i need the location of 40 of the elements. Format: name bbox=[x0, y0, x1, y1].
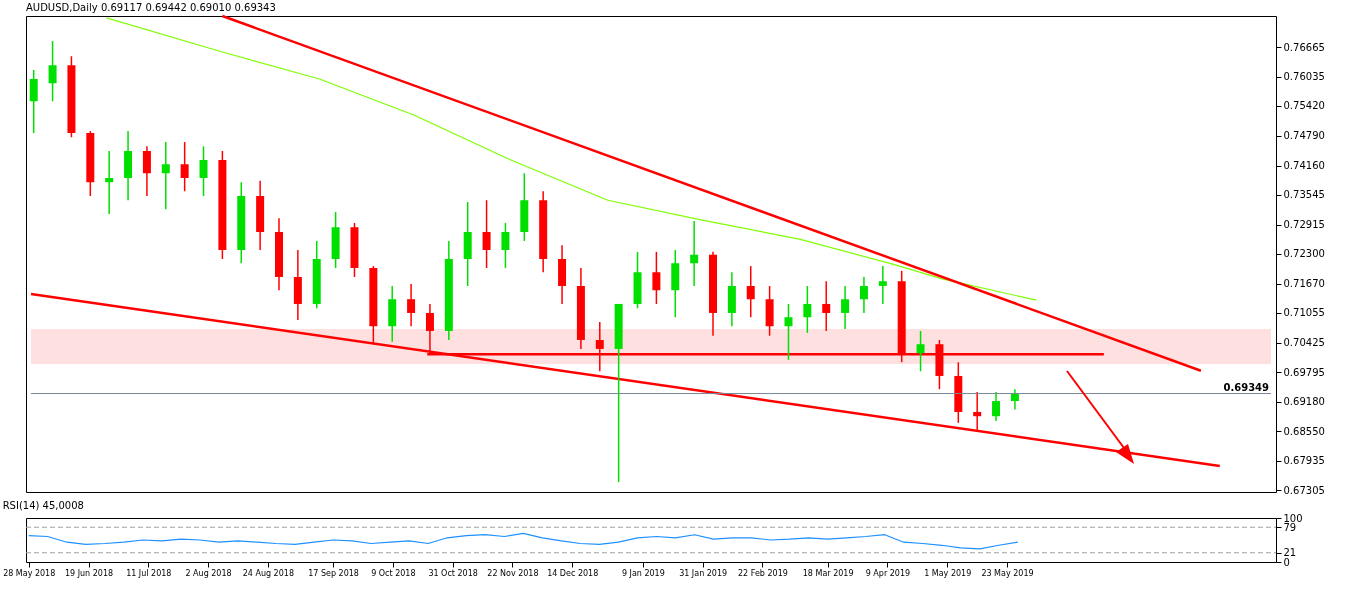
x-tick-label: 11 Jul 2018 bbox=[126, 568, 172, 578]
y-tick-label: 0.68550 bbox=[1283, 425, 1325, 437]
y-tick-label: 21 bbox=[1283, 547, 1297, 559]
x-tick-label: 24 Aug 2018 bbox=[242, 568, 294, 578]
x-tick-label: 22 Nov 2018 bbox=[487, 568, 539, 578]
y-tick-label: 79 bbox=[1283, 521, 1297, 533]
x-tick-label: 9 Jan 2019 bbox=[621, 568, 665, 578]
y-tick-label: 0.76665 bbox=[1283, 41, 1325, 53]
x-tick-label: 17 Sep 2018 bbox=[308, 568, 359, 578]
ref-line-label: 0.69349 bbox=[1223, 381, 1270, 393]
x-tick-label: 28 May 2018 bbox=[3, 568, 56, 578]
chart-title: RSI(14) 45,0008 bbox=[2, 500, 84, 511]
x-tick-label: 18 Mar 2019 bbox=[802, 568, 854, 578]
x-tick-label: 9 Apr 2019 bbox=[865, 568, 911, 578]
y-tick-label: 0.71055 bbox=[1283, 307, 1325, 319]
x-tick-label: 22 Feb 2019 bbox=[738, 568, 788, 578]
y-tick-label: 0.74160 bbox=[1283, 160, 1325, 172]
y-tick-label: 0.69795 bbox=[1283, 366, 1325, 378]
y-tick-label: 0.69180 bbox=[1283, 396, 1325, 408]
y-tick-label: 0 bbox=[1283, 556, 1290, 568]
y-tick-label: 0.76035 bbox=[1283, 71, 1325, 83]
y-tick-label: 0.67305 bbox=[1283, 484, 1325, 496]
y-tick-label: 100 bbox=[1283, 512, 1303, 524]
chart-title: AUDUSD,Daily 0.69117 0.69442 0.69010 0.69343 bbox=[26, 1, 276, 13]
y-tick-label: 0.67935 bbox=[1283, 455, 1325, 466]
x-tick-label: 1 May 2019 bbox=[924, 568, 972, 578]
y-tick-label: 0.71670 bbox=[1283, 278, 1325, 290]
y-tick-label: 0.72915 bbox=[1283, 219, 1325, 231]
y-tick-label: 0.72300 bbox=[1283, 248, 1325, 260]
y-tick-label: 0.70425 bbox=[1283, 337, 1325, 349]
x-tick-label: 31 Oct 2018 bbox=[428, 568, 478, 578]
y-tick-label: 0.74790 bbox=[1283, 130, 1325, 142]
x-tick-label: 9 Oct 2018 bbox=[371, 568, 416, 578]
x-tick-label: 23 May 2019 bbox=[981, 568, 1034, 578]
x-tick-label: 19 Jun 2018 bbox=[64, 568, 114, 578]
x-tick-label: 14 Dec 2018 bbox=[547, 568, 599, 578]
x-tick-label: 2 Aug 2018 bbox=[185, 568, 232, 578]
y-tick-label: 0.73545 bbox=[1283, 189, 1325, 201]
y-tick-label: 0.75420 bbox=[1283, 100, 1325, 112]
x-tick-label: 31 Jan 2019 bbox=[679, 568, 728, 578]
